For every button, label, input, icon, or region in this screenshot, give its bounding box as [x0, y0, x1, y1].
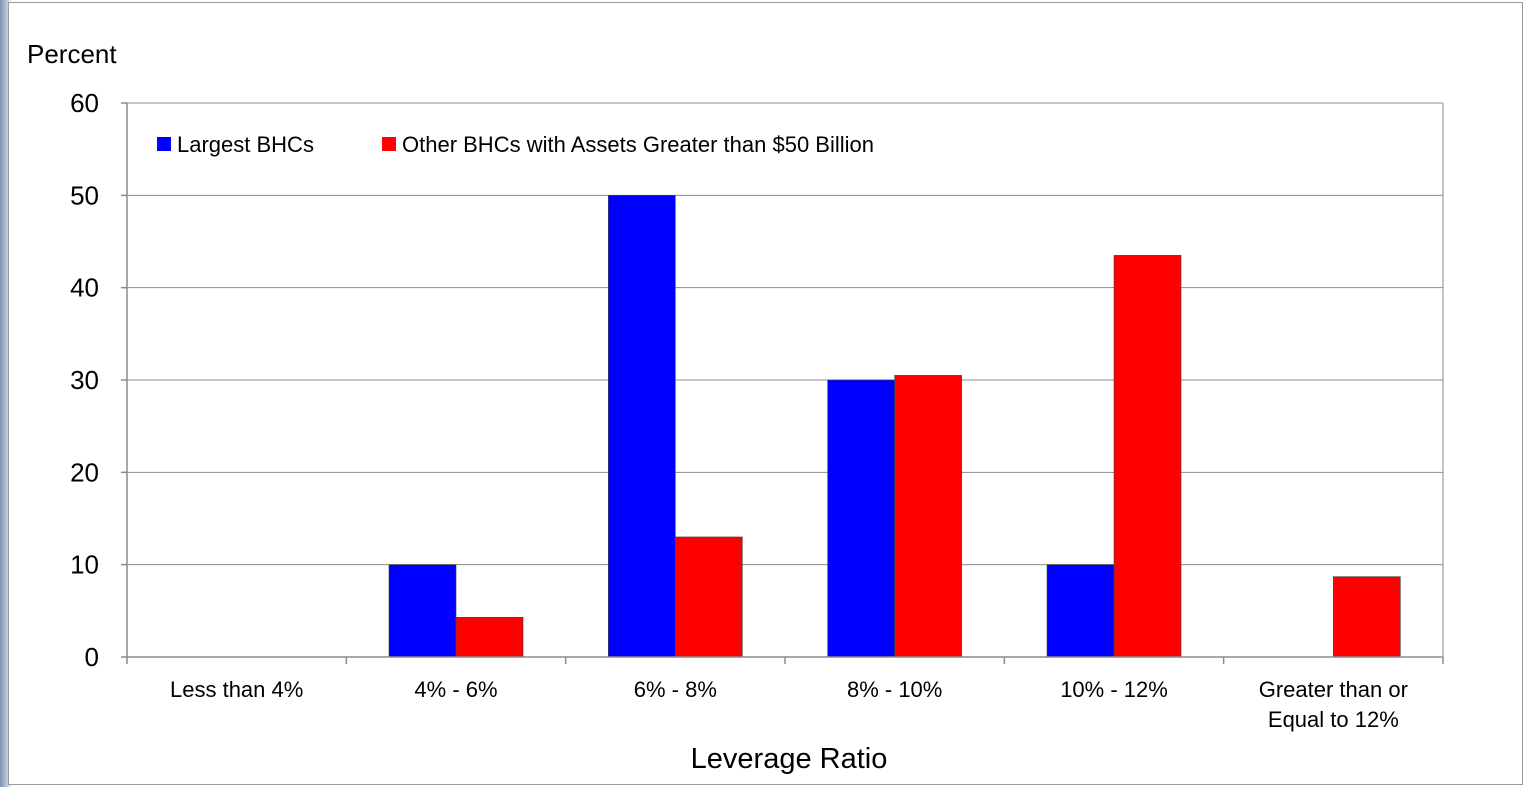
- x-tick-label: 10% - 12%: [1060, 677, 1168, 702]
- y-tick-label: 30: [70, 365, 99, 395]
- bar-other-bhcs: [1333, 576, 1401, 658]
- y-tick-label: 0: [85, 642, 99, 672]
- legend-swatch: [382, 137, 396, 151]
- x-tick-label: 6% - 8%: [634, 677, 717, 702]
- x-tick-label: Less than 4%: [170, 677, 303, 702]
- y-axis-label: Percent: [27, 39, 117, 69]
- chart-frame: [8, 2, 1523, 785]
- x-axis-label: Leverage Ratio: [691, 743, 888, 775]
- legend-swatch: [157, 137, 171, 151]
- x-tick-label: Greater than or: [1259, 677, 1408, 702]
- legend: Largest BHCs Other BHCs with Assets Great…: [157, 132, 874, 157]
- bar-largest-bhcs: [608, 195, 676, 658]
- x-tick-label: 4% - 6%: [414, 677, 497, 702]
- bar-other-bhcs: [1113, 255, 1182, 658]
- y-tick-label: 20: [70, 457, 99, 487]
- bar-largest-bhcs: [1046, 564, 1115, 658]
- bar-other-bhcs: [675, 536, 743, 658]
- axes: [121, 102, 1444, 664]
- y-tick-label: 60: [70, 88, 99, 118]
- tick-labels: 0 10 20 30 40 50 60 Less than 4% 4% - 6% 6% - 8% 8…: [70, 88, 1408, 732]
- y-tick-label: 50: [70, 180, 99, 210]
- legend-label: Other BHCs with Assets Greater than $50 …: [402, 132, 874, 157]
- y-tick-label: 40: [70, 273, 99, 303]
- bars: [388, 195, 1401, 658]
- y-tick-label: 10: [70, 550, 99, 580]
- x-tick-label: 8% - 10%: [847, 677, 942, 702]
- legend-label: Largest BHCs: [177, 132, 314, 157]
- bar-other-bhcs: [894, 375, 962, 658]
- x-tick-label: Equal to 12%: [1268, 707, 1399, 732]
- bar-largest-bhcs: [388, 564, 457, 658]
- bar-other-bhcs: [455, 616, 524, 658]
- gridlines: [127, 102, 1443, 566]
- bar-largest-bhcs: [827, 379, 895, 658]
